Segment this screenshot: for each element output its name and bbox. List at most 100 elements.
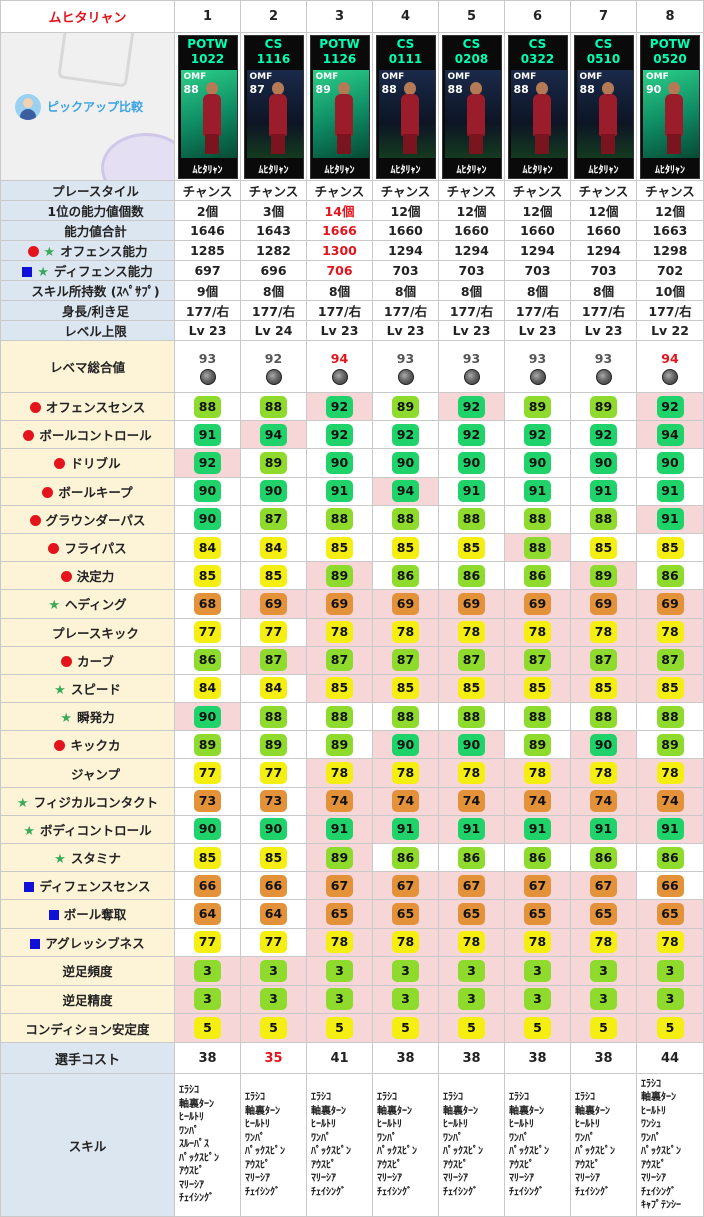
player-image: OMF 89 <box>312 69 369 158</box>
attribute-value: 78 <box>326 762 353 785</box>
info-row: 能力値合計 1646 1643 1666 1660 1660 1660 1660 1663 <box>0 220 704 241</box>
attribute-value: 92 <box>458 423 485 446</box>
extra-label: 逆足頻度 <box>0 955 175 986</box>
attribute-label-text: 瞬発力 <box>77 710 115 726</box>
skill-item: ｱｳｽﾋﾟ <box>575 1159 600 1171</box>
attribute-value: 90 <box>458 451 485 474</box>
attribute-value: 77 <box>260 762 287 785</box>
attribute-value: 77 <box>194 931 221 954</box>
info-label: ★ ディフェンス能力 <box>0 260 175 281</box>
info-value: 177/右 <box>372 300 439 321</box>
skills-label: スキル <box>0 1073 175 1217</box>
star-icon: ★ <box>23 823 35 839</box>
attribute-value: 89 <box>326 564 353 587</box>
pickup-compare-link[interactable]: ピックアップ比較 <box>2 93 174 120</box>
attribute-row: ★ フィジカルコンタクト 73 73 74 74 74 74 74 74 <box>0 786 704 816</box>
card-type: CS <box>396 36 415 51</box>
attribute-cell: 78 <box>306 617 373 647</box>
player-card[interactable]: CS 0510 OMF 88 ﾑﾋﾀﾘｬﾝ <box>573 34 634 179</box>
attribute-cell: 90 <box>240 814 307 845</box>
attribute-cell: 91 <box>504 814 571 845</box>
attribute-value: 86 <box>392 564 419 587</box>
attribute-cell: 92 <box>570 420 637 450</box>
skill-item: ﾊﾟｯｸｽﾋﾟﾝ <box>311 1146 351 1158</box>
extra-value: 5 <box>260 1017 287 1040</box>
attribute-cell: 88 <box>438 702 505 732</box>
attribute-cell: 89 <box>504 391 571 422</box>
attribute-value: 85 <box>392 536 419 559</box>
player-card[interactable]: POTW 1022 OMF 88 ﾑﾋﾀﾘｬﾝ <box>177 34 238 179</box>
attribute-value: 88 <box>524 705 551 728</box>
offense-dot-icon <box>60 571 72 583</box>
attribute-cell: 77 <box>174 617 241 647</box>
attribute-label: ディフェンスセンス <box>0 871 175 901</box>
info-row: プレースタイル チャンス チャンス チャンス チャンス チャンス チャンス チャンス チャンス <box>0 180 704 201</box>
player-card[interactable]: CS 1116 OMF 87 ﾑﾋﾀﾘｬﾝ <box>243 34 304 179</box>
player-image: OMF 88 <box>378 69 435 158</box>
extra-cell: 3 <box>306 984 373 1015</box>
extra-value: 5 <box>590 1017 617 1040</box>
attribute-cell: 66 <box>174 871 241 901</box>
info-value: 696 <box>240 260 307 281</box>
attribute-value: 87 <box>524 649 551 672</box>
player-card[interactable]: CS 0322 OMF 88 ﾑﾋﾀﾘｬﾝ <box>507 34 568 179</box>
attribute-value: 89 <box>590 564 617 587</box>
attribute-cell: 86 <box>372 842 439 873</box>
attribute-cell: 78 <box>570 758 637 788</box>
extra-value: 5 <box>194 1017 221 1040</box>
level-ball-icon <box>662 368 678 385</box>
player-legs <box>667 133 681 154</box>
skill-item: ﾜﾝﾊﾟ <box>575 1132 595 1144</box>
player-card-cell: CS 1116 OMF 87 ﾑﾋﾀﾘｬﾝ <box>240 32 307 181</box>
skill-item: ﾜﾝｼｭ <box>641 1119 661 1131</box>
card-rating: 88 <box>447 82 463 96</box>
attribute-cell: 91 <box>504 476 571 506</box>
extra-value: 3 <box>194 959 221 982</box>
attribute-cell: 77 <box>240 927 307 957</box>
attribute-label-text: ヘディング <box>65 597 127 613</box>
cost-value: 44 <box>636 1042 704 1075</box>
info-value: 8個 <box>570 280 637 301</box>
attribute-value: 74 <box>524 790 551 813</box>
skill-item: ｴﾗｼｺ <box>509 1092 529 1104</box>
extra-cell: 3 <box>240 955 307 986</box>
attribute-row: ★ スピード 84 84 85 85 85 85 85 85 <box>0 673 704 704</box>
info-label-text: ディフェンス能力 <box>53 264 153 279</box>
skills-cell: ｴﾗｼｺ 軸裏ﾀｰﾝ ﾋｰﾙﾄﾘ ﾜﾝﾊﾟ ﾊﾟｯｸｽﾋﾟﾝ ｱｳｽﾋﾟ ﾏﾘｰｼｱ ﾁｪｲｼ… <box>372 1073 439 1217</box>
card-date: 0111 <box>388 51 423 66</box>
player-card[interactable]: POTW 1126 OMF 89 ﾑﾋﾀﾘｬﾝ <box>309 34 370 179</box>
attribute-value: 91 <box>326 480 353 503</box>
extra-value: 3 <box>392 959 419 982</box>
extra-cell: 3 <box>174 984 241 1015</box>
attribute-cell: 85 <box>570 673 637 704</box>
skill-item: ﾜﾝﾊﾟ <box>245 1132 265 1144</box>
attribute-value: 90 <box>326 451 353 474</box>
star-icon: ★ <box>54 852 66 868</box>
card-position: OMF <box>249 71 273 82</box>
attribute-label: カーブ <box>0 645 175 675</box>
attribute-row: ボールキープ 90 90 91 94 91 91 91 91 <box>0 476 704 506</box>
skills-cell: ｴﾗｼｺ 軸裏ﾀｰﾝ ﾋｰﾙﾄﾘ ﾜﾝﾊﾟ ﾊﾟｯｸｽﾋﾟﾝ ｱｳｽﾋﾟ ﾏﾘｰｼｱ ﾁｪｲｼ… <box>570 1073 637 1217</box>
attribute-value: 92 <box>656 395 684 418</box>
level-ball-icon <box>397 368 414 385</box>
player-head <box>601 81 614 95</box>
player-card[interactable]: POTW 0520 OMF 90 ﾑﾋﾀﾘｬﾝ <box>640 34 700 179</box>
info-value: 1285 <box>174 240 241 261</box>
skill-item: ﾁｪｲｼﾝｸﾞ <box>245 1186 280 1198</box>
cost-label: 選手コスト <box>0 1042 175 1075</box>
attribute-value: 87 <box>656 649 684 672</box>
skills-cell: ｴﾗｼｺ 軸裏ﾀｰﾝ ﾋｰﾙﾄﾘ ﾜﾝﾊﾟ ﾊﾟｯｸｽﾋﾟﾝ ｱｳｽﾋﾟ ﾏﾘｰｼｱ ﾁｪｲｼ… <box>504 1073 571 1217</box>
attribute-value: 78 <box>656 621 684 644</box>
attribute-row: 決定力 85 85 89 86 86 86 89 86 <box>0 561 704 591</box>
player-card[interactable]: CS 0111 OMF 88 ﾑﾋﾀﾘｬﾝ <box>375 34 436 179</box>
info-value: チャンス <box>240 180 307 201</box>
attribute-value: 66 <box>260 874 287 897</box>
skill-item: ｴﾗｼｺ <box>641 1078 661 1090</box>
info-label-text: 能力値合計 <box>64 224 127 239</box>
attribute-row: ★ 瞬発力 90 88 88 88 88 88 88 88 <box>0 702 704 732</box>
attribute-value: 65 <box>656 902 684 925</box>
player-card[interactable]: CS 0208 OMF 88 ﾑﾋﾀﾘｬﾝ <box>441 34 502 179</box>
attribute-cell: 84 <box>240 673 307 704</box>
attribute-cell: 87 <box>636 645 704 675</box>
attribute-label: ボール奪取 <box>0 899 175 929</box>
